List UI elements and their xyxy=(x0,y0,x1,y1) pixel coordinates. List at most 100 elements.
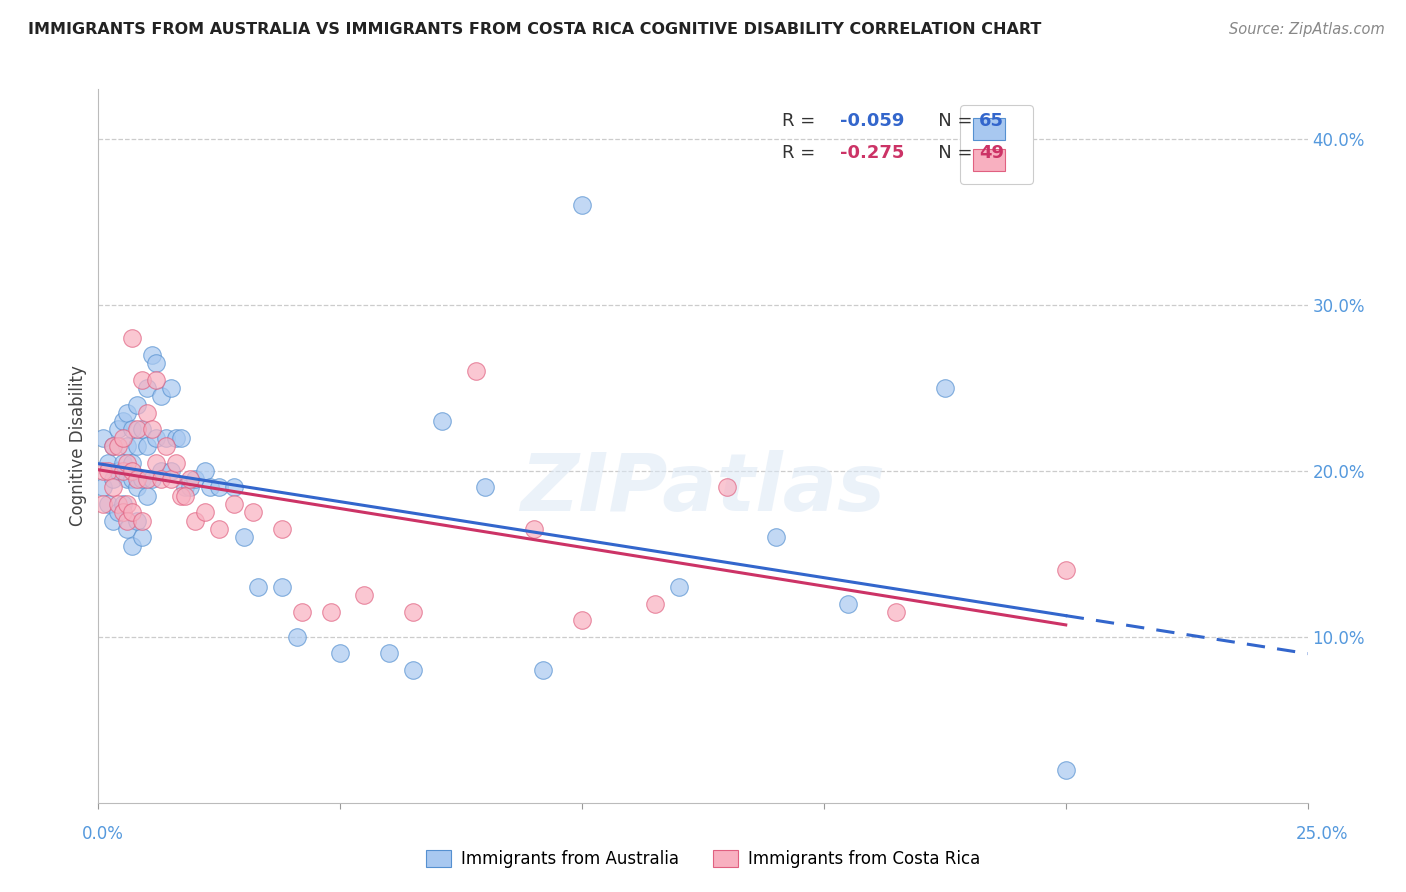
Point xyxy=(145,373,167,387)
Point xyxy=(222,481,245,495)
Point xyxy=(934,381,956,395)
Point xyxy=(1054,763,1077,777)
Point xyxy=(169,431,191,445)
Point xyxy=(160,464,183,478)
Text: N =: N = xyxy=(921,145,979,162)
Point xyxy=(150,464,173,478)
Point xyxy=(531,663,554,677)
Point xyxy=(131,530,153,544)
Point xyxy=(127,397,149,411)
Point xyxy=(165,456,187,470)
Point xyxy=(121,505,143,519)
Point xyxy=(91,464,114,478)
Point xyxy=(111,414,134,428)
Point xyxy=(127,472,149,486)
Point xyxy=(135,381,157,395)
Point xyxy=(198,481,221,495)
Point xyxy=(160,472,183,486)
Point xyxy=(716,481,738,495)
Point xyxy=(91,481,114,495)
Point xyxy=(179,472,201,486)
Point xyxy=(121,539,143,553)
Point xyxy=(91,431,114,445)
Text: 0.0%: 0.0% xyxy=(82,825,124,843)
Point xyxy=(107,497,129,511)
Point xyxy=(101,472,124,486)
Text: 65: 65 xyxy=(979,112,1004,130)
Point xyxy=(430,414,453,428)
Point xyxy=(837,597,859,611)
Point xyxy=(135,406,157,420)
Point xyxy=(97,456,120,470)
Point xyxy=(111,505,134,519)
Text: R =: R = xyxy=(782,112,821,130)
Point xyxy=(184,514,207,528)
Point xyxy=(208,522,231,536)
Text: R =: R = xyxy=(782,145,821,162)
Point xyxy=(121,456,143,470)
Point xyxy=(194,464,217,478)
Point xyxy=(127,481,149,495)
Point xyxy=(150,389,173,403)
Point xyxy=(194,505,217,519)
Point xyxy=(353,588,375,602)
Point xyxy=(127,439,149,453)
Point xyxy=(174,481,197,495)
Text: -0.275: -0.275 xyxy=(839,145,904,162)
Text: 25.0%: 25.0% xyxy=(1295,825,1348,843)
Point xyxy=(765,530,787,544)
Point xyxy=(101,481,124,495)
Point xyxy=(145,456,167,470)
Point xyxy=(1054,564,1077,578)
Point xyxy=(242,505,264,519)
Text: 49: 49 xyxy=(979,145,1004,162)
Point xyxy=(571,613,593,627)
Point xyxy=(145,356,167,370)
Point xyxy=(135,472,157,486)
Text: N =: N = xyxy=(921,112,979,130)
Point xyxy=(886,605,908,619)
Point xyxy=(329,647,352,661)
Legend: Immigrants from Australia, Immigrants from Costa Rica: Immigrants from Australia, Immigrants fr… xyxy=(419,843,987,875)
Point xyxy=(107,439,129,453)
Point xyxy=(91,497,114,511)
Point xyxy=(377,647,399,661)
Point xyxy=(131,514,153,528)
Point xyxy=(121,472,143,486)
Point xyxy=(184,472,207,486)
Point xyxy=(319,605,342,619)
Point xyxy=(145,431,167,445)
Point xyxy=(107,422,129,436)
Point xyxy=(285,630,308,644)
Text: Source: ZipAtlas.com: Source: ZipAtlas.com xyxy=(1229,22,1385,37)
Point xyxy=(117,522,139,536)
Point xyxy=(97,497,120,511)
Point xyxy=(111,456,134,470)
Point xyxy=(271,522,294,536)
Point xyxy=(127,422,149,436)
Point xyxy=(111,464,134,478)
Point xyxy=(155,431,177,445)
Point xyxy=(101,439,124,453)
Point xyxy=(160,381,183,395)
Point xyxy=(111,431,134,445)
Point xyxy=(208,481,231,495)
Point xyxy=(474,481,496,495)
Point xyxy=(97,464,120,478)
Point xyxy=(101,439,124,453)
Point xyxy=(179,481,201,495)
Point xyxy=(169,489,191,503)
Point xyxy=(165,431,187,445)
Point xyxy=(290,605,312,619)
Point xyxy=(117,514,139,528)
Point xyxy=(111,497,134,511)
Point xyxy=(107,505,129,519)
Legend: , : , xyxy=(960,105,1032,184)
Point xyxy=(232,530,254,544)
Point xyxy=(121,464,143,478)
Text: IMMIGRANTS FROM AUSTRALIA VS IMMIGRANTS FROM COSTA RICA COGNITIVE DISABILITY COR: IMMIGRANTS FROM AUSTRALIA VS IMMIGRANTS … xyxy=(28,22,1042,37)
Point xyxy=(402,605,425,619)
Point xyxy=(222,497,245,511)
Point xyxy=(135,489,157,503)
Point xyxy=(141,472,163,486)
